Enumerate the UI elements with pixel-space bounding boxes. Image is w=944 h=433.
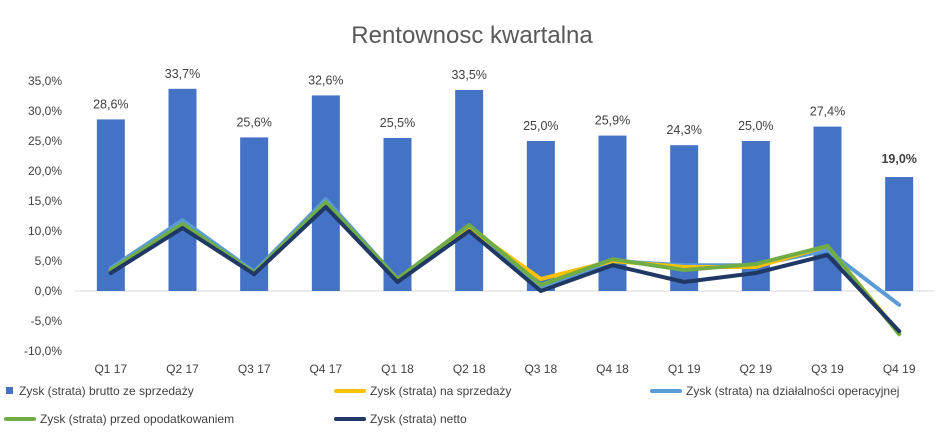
y-tick-label: 0,0% <box>35 284 63 298</box>
x-tick-label: Q1 17 <box>94 362 127 376</box>
x-tick-label: Q3 19 <box>811 362 844 376</box>
x-tick-label: Q4 18 <box>596 362 629 376</box>
y-tick-label: 5,0% <box>35 254 63 268</box>
x-tick-label: Q1 19 <box>668 362 701 376</box>
y-tick-label: 15,0% <box>28 194 62 208</box>
x-tick-label: Q2 19 <box>739 362 772 376</box>
legend-label: Zysk (strata) przed opodatkowaniem <box>40 412 234 426</box>
bar <box>311 95 340 292</box>
plot-area: -10,0% -5,0% 0,0% 5,0% 10,0% 15,0% 20,0% 25,0% 3… <box>24 67 935 376</box>
data-label: 25,9% <box>595 114 630 128</box>
y-tick-label: 10,0% <box>28 224 62 238</box>
legend-swatch <box>6 387 13 394</box>
legend-label: Zysk (strata) na sprzedaży <box>370 384 511 398</box>
x-tick-label: Q4 19 <box>883 362 916 376</box>
legend-label: Zysk (strata) na działalności operacyjne… <box>686 384 899 398</box>
bar <box>526 141 555 291</box>
bar <box>885 177 914 291</box>
series-line <box>108 205 902 334</box>
chart-title: Rentownosc kwartalna <box>351 22 593 49</box>
data-label: 24,3% <box>666 123 701 137</box>
y-tick-label: 30,0% <box>28 104 62 118</box>
data-label: 32,6% <box>308 73 343 87</box>
data-label: 25,0% <box>738 119 773 133</box>
legend: Zysk (strata) brutto ze sprzedaży Zysk (s… <box>4 384 899 426</box>
data-label: 25,0% <box>523 119 558 133</box>
data-label: 25,5% <box>380 116 415 130</box>
data-label: 33,5% <box>451 68 486 82</box>
bar <box>455 90 484 291</box>
data-label: 28,6% <box>93 97 128 111</box>
x-tick-label: Q2 18 <box>453 362 486 376</box>
y-tick-label: -5,0% <box>31 314 63 328</box>
y-tick-label: -10,0% <box>24 344 62 358</box>
bar <box>383 138 412 291</box>
bar <box>168 88 197 291</box>
data-label: 25,6% <box>236 115 271 129</box>
legend-label: Zysk (strata) netto <box>370 412 467 426</box>
legend-label: Zysk (strata) brutto ze sprzedaży <box>19 384 194 398</box>
x-tick-label: Q3 17 <box>238 362 271 376</box>
data-label: 19,0% <box>881 152 916 166</box>
x-tick-label: Q4 17 <box>309 362 342 376</box>
y-tick-label: 25,0% <box>28 134 62 148</box>
x-tick-label: Q2 17 <box>166 362 199 376</box>
x-tick-label: Q1 18 <box>381 362 414 376</box>
data-label: 27,4% <box>810 105 845 119</box>
x-tick-label: Q3 18 <box>524 362 557 376</box>
y-tick-label: 20,0% <box>28 164 62 178</box>
data-label: 33,7% <box>165 67 200 81</box>
y-tick-label: 35,0% <box>28 74 62 88</box>
